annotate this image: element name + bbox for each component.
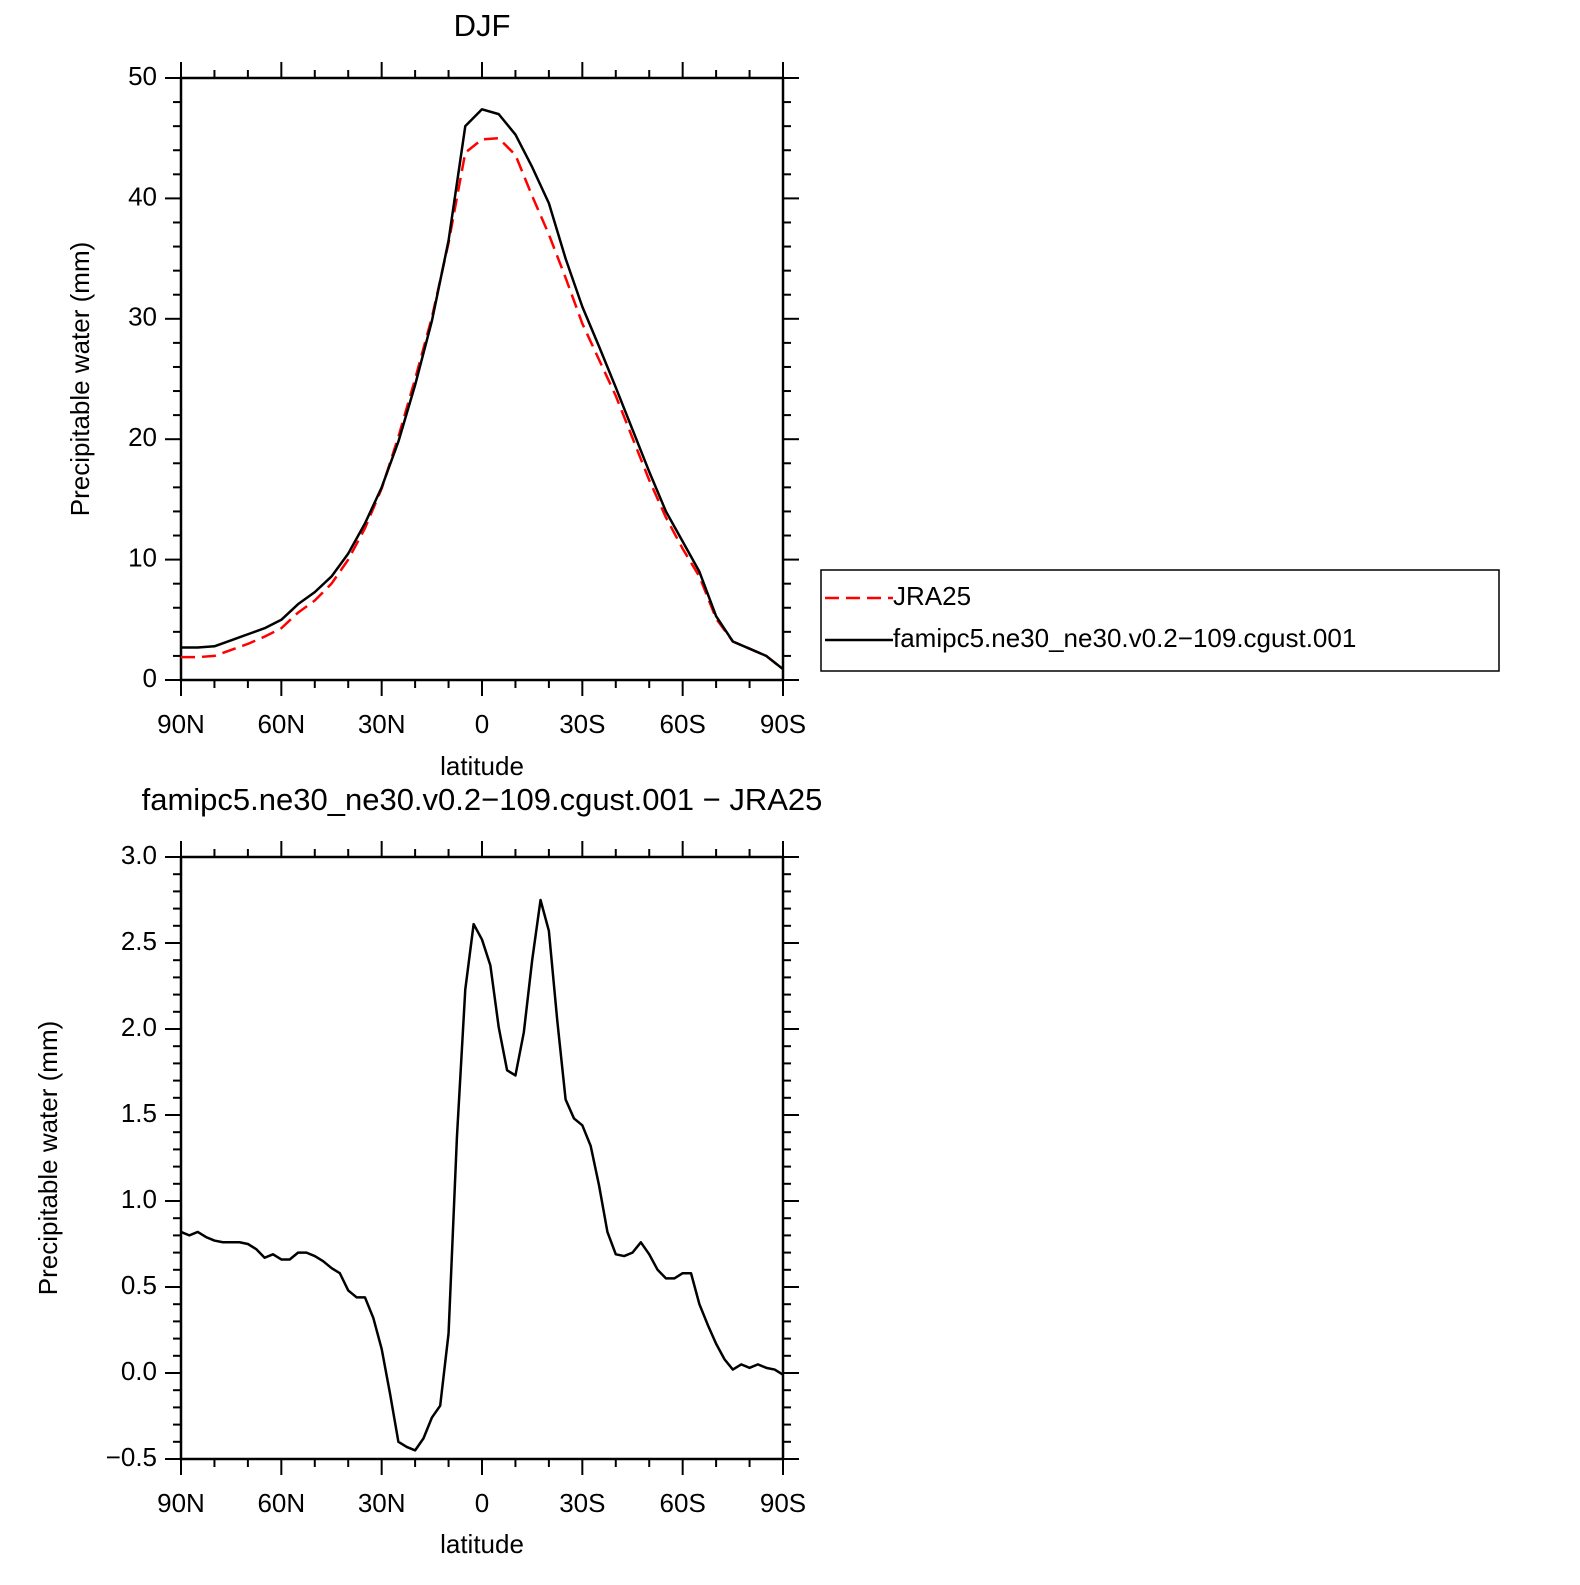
x-tick-label: 60N	[257, 709, 305, 739]
x-tick-label: 90S	[760, 709, 806, 739]
y-tick-label: 20	[128, 422, 157, 452]
y-tick-label: 0	[143, 663, 157, 693]
x-tick-label: 30S	[559, 709, 605, 739]
x-tick-label: 60S	[660, 1488, 706, 1518]
y-tick-label: −0.5	[106, 1442, 157, 1472]
y-tick-label: 0.0	[121, 1356, 157, 1386]
x-tick-label: 90N	[157, 1488, 205, 1518]
legend-label: famipc5.ne30_ne30.v0.2−109.cgust.001	[893, 623, 1356, 653]
y-tick-label: 0.5	[121, 1270, 157, 1300]
x-tick-label: 30N	[358, 1488, 406, 1518]
x-tick-label: 0	[475, 709, 489, 739]
x-tick-label: 30N	[358, 709, 406, 739]
x-tick-label: 90N	[157, 709, 205, 739]
x-tick-label: 60S	[660, 709, 706, 739]
plot-frame	[179, 855, 785, 1461]
y-tick-label: 30	[128, 302, 157, 332]
legend-box	[820, 569, 1500, 672]
y-tick-label: 2.5	[121, 926, 157, 956]
data-line	[181, 108, 784, 671]
x-axis-label: latitude	[440, 751, 524, 781]
y-tick-label: 40	[128, 181, 157, 211]
x-tick-label: 90S	[760, 1488, 806, 1518]
y-tick-label: 3.0	[121, 840, 157, 870]
y-axis-label: Precipitable water (mm)	[65, 242, 95, 517]
y-axis-label: Precipitable water (mm)	[33, 1021, 63, 1296]
y-tick-label: 10	[128, 542, 157, 572]
y-tick-label: 1.0	[121, 1184, 157, 1214]
chart-title: DJF	[454, 8, 511, 43]
y-tick-label: 2.0	[121, 1012, 157, 1042]
data-line	[180, 898, 784, 1452]
x-tick-label: 0	[475, 1488, 489, 1518]
y-tick-label: 1.5	[121, 1098, 157, 1128]
data-line	[181, 136, 784, 671]
x-axis-label: latitude	[440, 1529, 524, 1559]
plot-frame	[179, 76, 785, 682]
x-tick-label: 60N	[257, 1488, 305, 1518]
y-tick-label: 50	[128, 61, 157, 91]
legend-label: JRA25	[893, 581, 971, 611]
x-tick-label: 30S	[559, 1488, 605, 1518]
chart-title: famipc5.ne30_ne30.v0.2−109.cgust.001 − J…	[142, 782, 823, 817]
